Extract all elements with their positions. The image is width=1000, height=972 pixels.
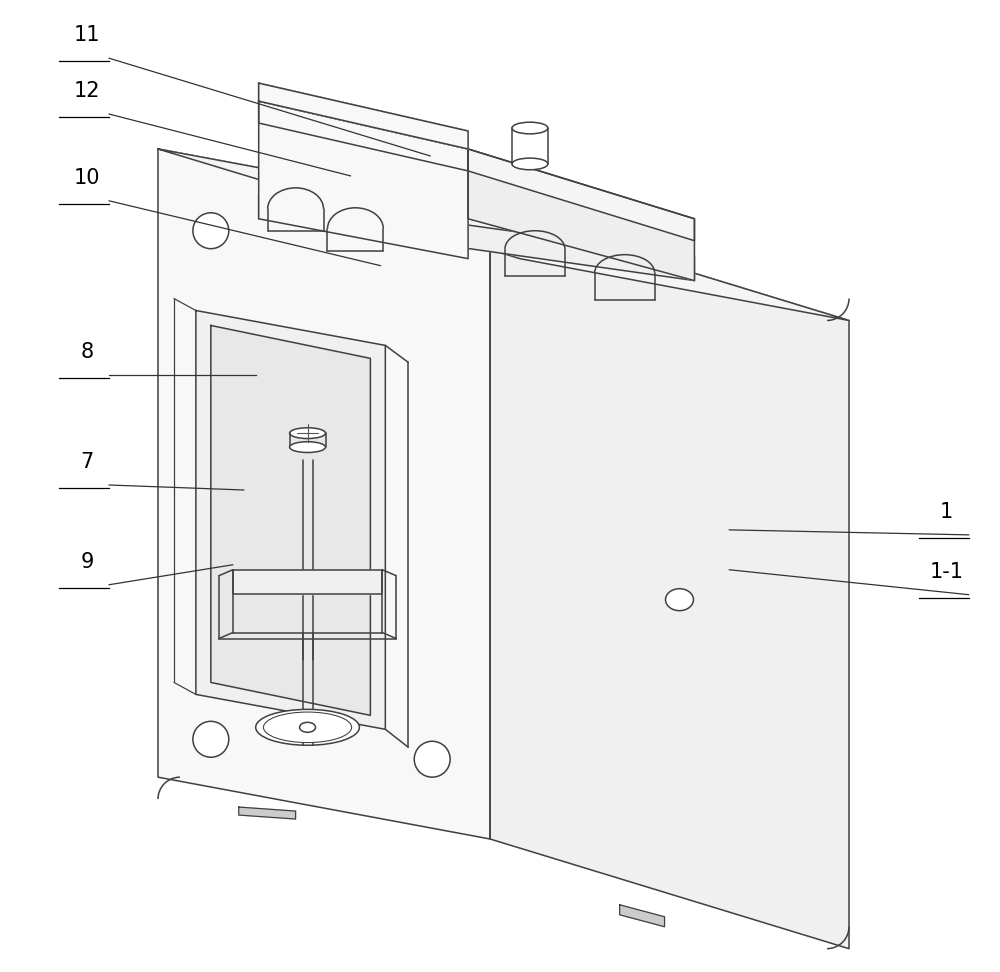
Polygon shape bbox=[158, 149, 490, 839]
Polygon shape bbox=[239, 807, 296, 819]
Ellipse shape bbox=[193, 721, 229, 757]
Polygon shape bbox=[468, 149, 694, 241]
Text: 9: 9 bbox=[80, 552, 94, 572]
Ellipse shape bbox=[512, 122, 548, 134]
Polygon shape bbox=[158, 149, 849, 321]
Ellipse shape bbox=[512, 158, 548, 170]
Text: 12: 12 bbox=[74, 81, 100, 101]
Polygon shape bbox=[259, 84, 468, 149]
Text: 1: 1 bbox=[940, 502, 953, 522]
Ellipse shape bbox=[290, 441, 326, 453]
Text: 10: 10 bbox=[74, 168, 100, 188]
Text: 7: 7 bbox=[81, 452, 94, 472]
Polygon shape bbox=[468, 149, 694, 281]
Polygon shape bbox=[211, 326, 370, 715]
Polygon shape bbox=[259, 195, 694, 281]
Ellipse shape bbox=[263, 712, 352, 743]
Ellipse shape bbox=[256, 710, 359, 746]
Text: 1-1: 1-1 bbox=[930, 562, 964, 581]
Ellipse shape bbox=[290, 428, 326, 438]
Polygon shape bbox=[233, 570, 382, 594]
Polygon shape bbox=[620, 905, 665, 926]
Ellipse shape bbox=[300, 722, 316, 732]
Polygon shape bbox=[259, 101, 468, 171]
Ellipse shape bbox=[193, 213, 229, 249]
Text: 11: 11 bbox=[74, 25, 100, 46]
Polygon shape bbox=[490, 211, 849, 949]
Polygon shape bbox=[259, 84, 468, 149]
Ellipse shape bbox=[414, 742, 450, 778]
Polygon shape bbox=[259, 101, 468, 259]
Polygon shape bbox=[196, 310, 385, 729]
Ellipse shape bbox=[666, 589, 693, 610]
Text: 8: 8 bbox=[81, 342, 94, 363]
